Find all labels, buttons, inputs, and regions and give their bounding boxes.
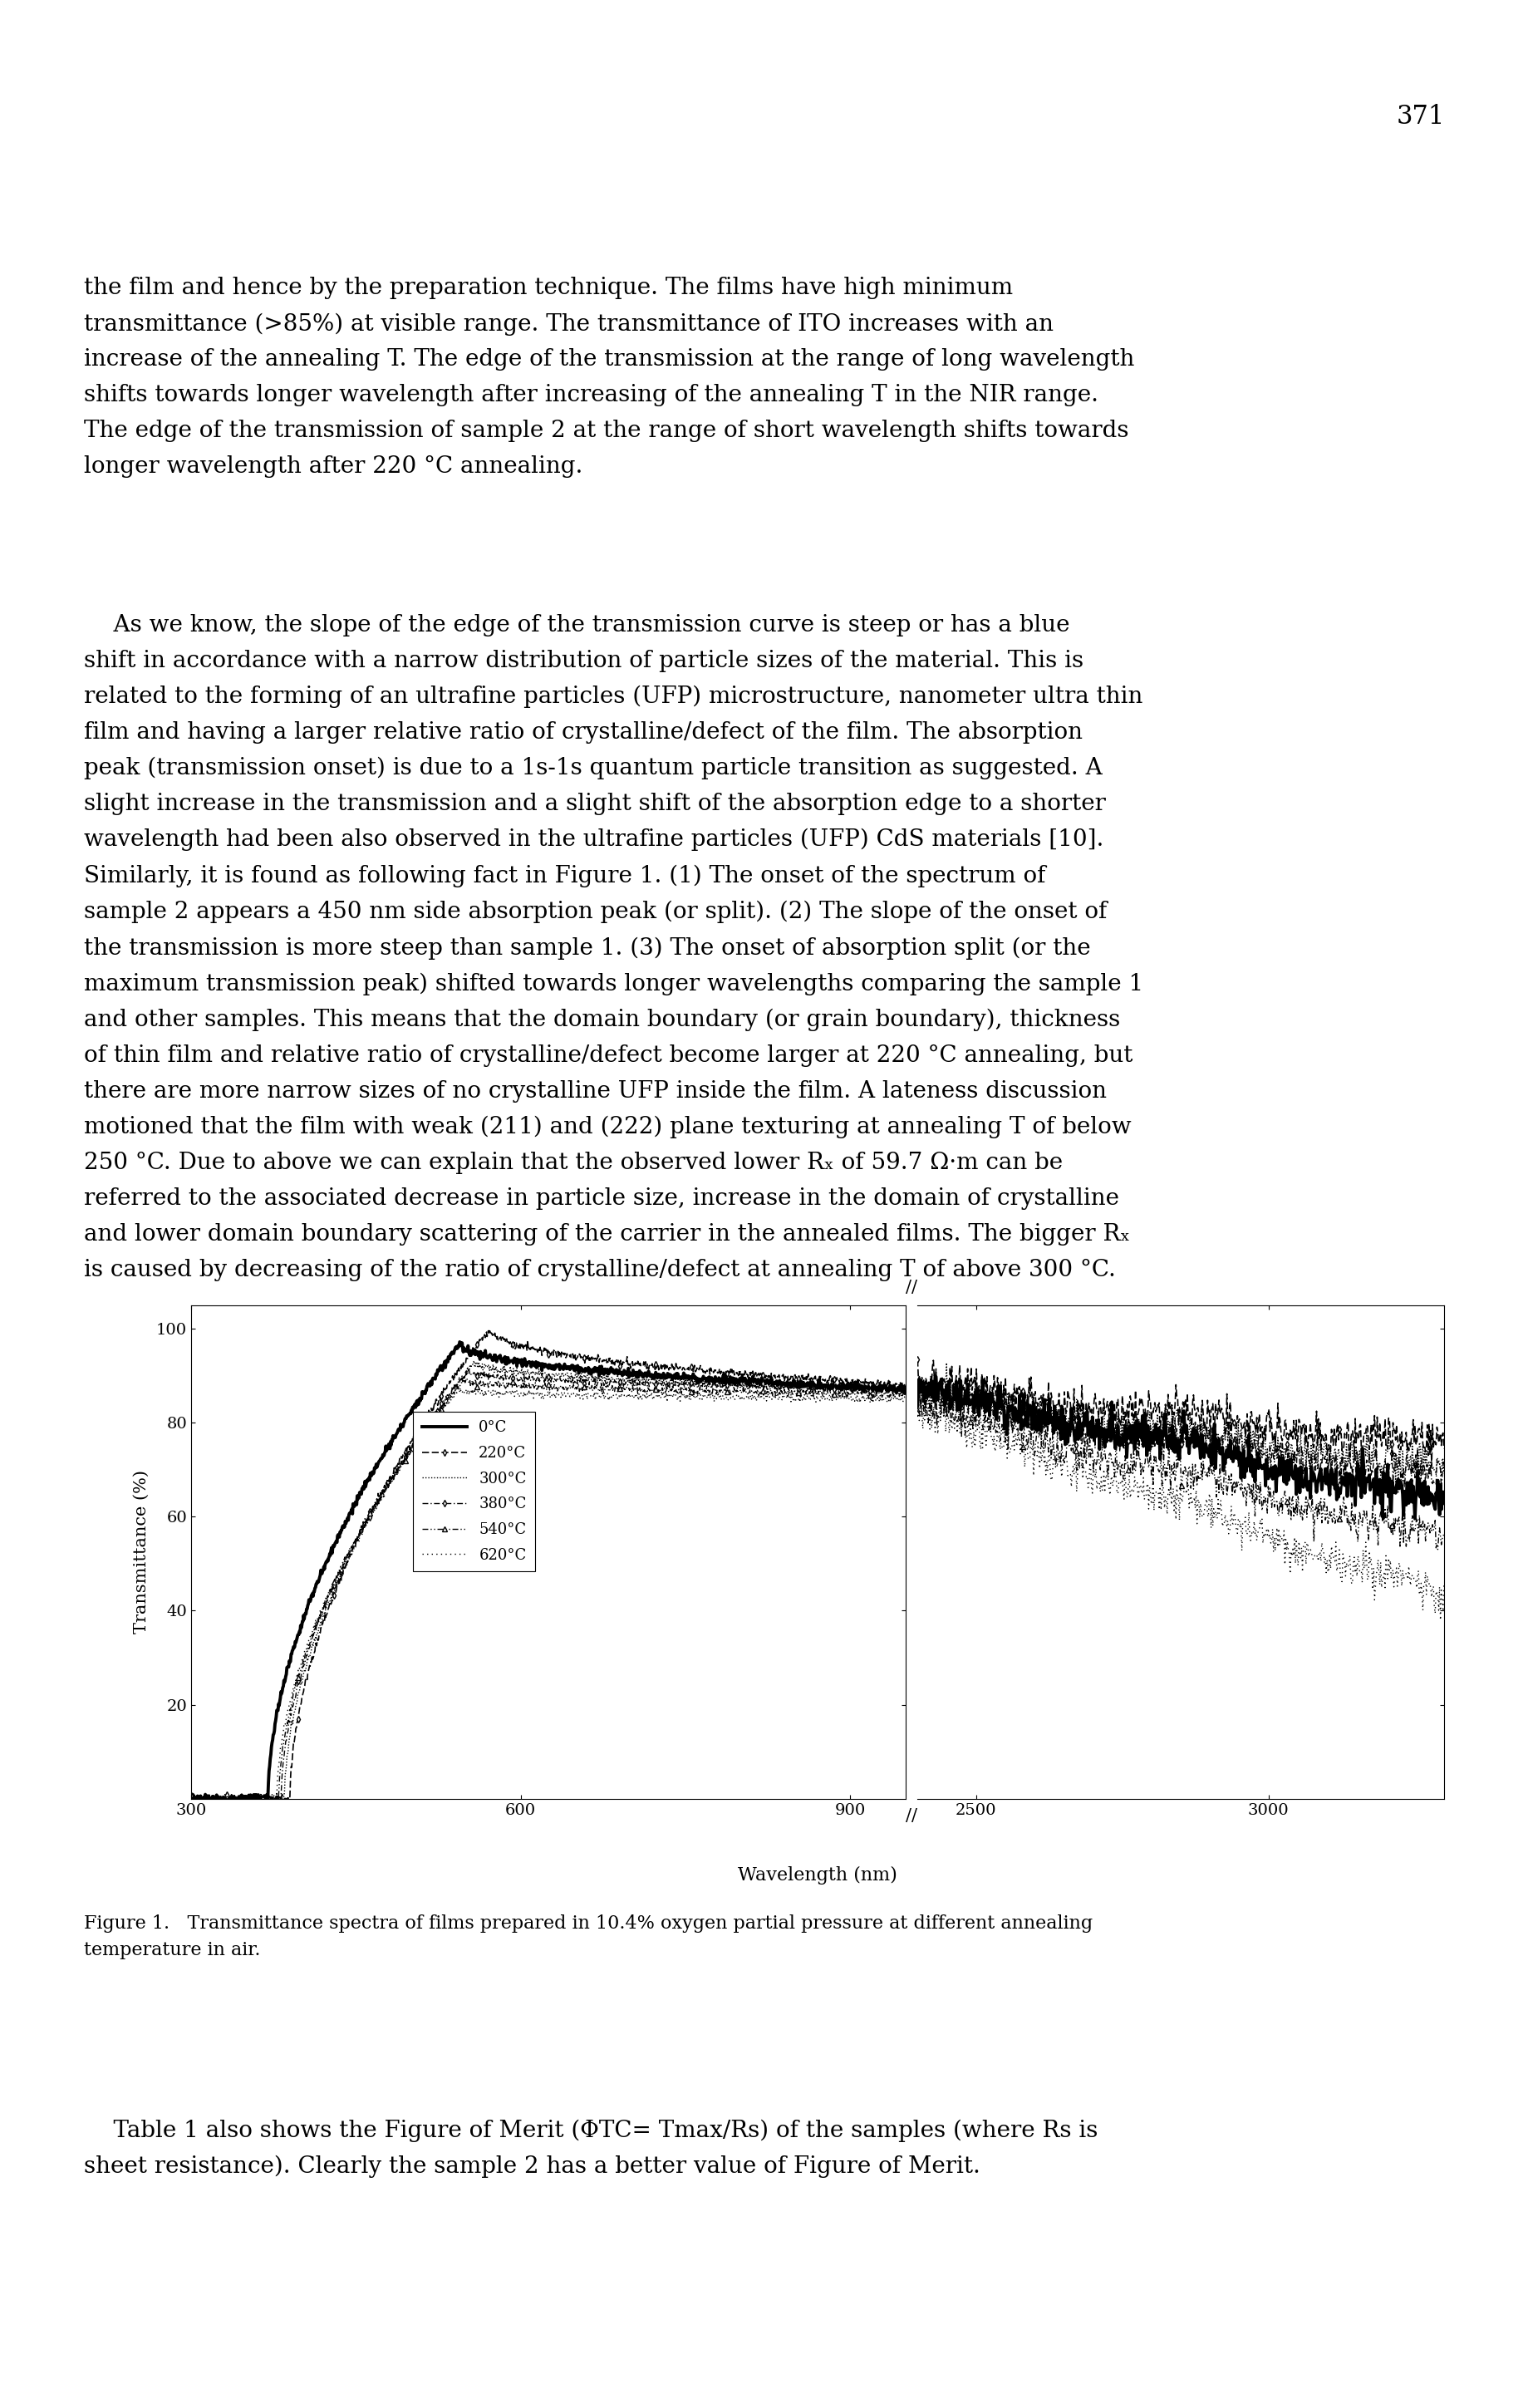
Text: //: // — [906, 1279, 917, 1296]
Text: the film and hence by the preparation technique. The films have high minimum
tra: the film and hence by the preparation te… — [84, 277, 1135, 477]
Text: As we know, the slope of the edge of the transmission curve is steep or has a bl: As we know, the slope of the edge of the… — [84, 614, 1143, 1281]
Text: Figure 1.   Transmittance spectra of films prepared in 10.4% oxygen partial pres: Figure 1. Transmittance spectra of films… — [84, 1914, 1093, 1960]
Text: Wavelength (nm): Wavelength (nm) — [738, 1866, 897, 1885]
Text: Table 1 also shows the Figure of Merit (ΦTC= Tmax/Rs) of the samples (where Rs i: Table 1 also shows the Figure of Merit (… — [84, 2119, 1099, 2177]
Y-axis label: Transmittance (%): Transmittance (%) — [133, 1471, 150, 1633]
Text: //: // — [906, 1808, 917, 1825]
Text: 371: 371 — [1397, 104, 1445, 130]
Legend: 0°C, 220°C, 300°C, 380°C, 540°C, 620°C: 0°C, 220°C, 300°C, 380°C, 540°C, 620°C — [413, 1411, 535, 1572]
